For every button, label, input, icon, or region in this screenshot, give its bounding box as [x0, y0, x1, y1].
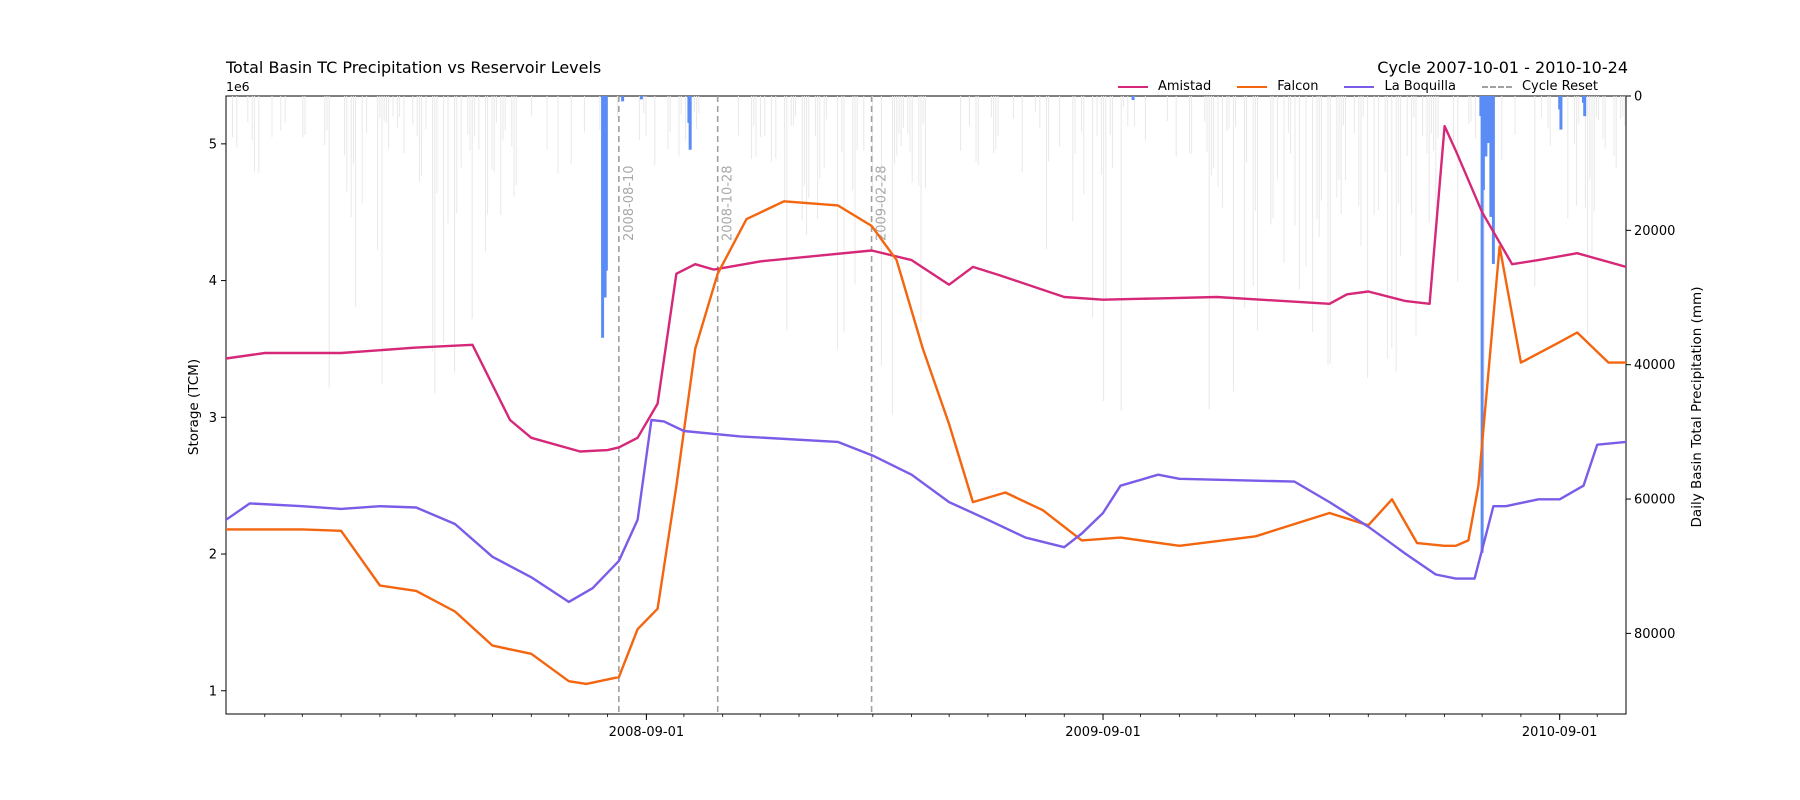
legend-swatch-cycle-reset	[1481, 85, 1512, 88]
precip-bar	[621, 96, 625, 102]
y-tick-label-right: 20000	[1634, 224, 1675, 239]
legend-item-cycle-reset: Cycle Reset	[1481, 79, 1598, 94]
y-axis-exponent-label: 1e6	[226, 79, 250, 94]
cycle-title: Cycle 2007-10-01 - 2010-10-24	[1377, 58, 1628, 77]
series-lines	[226, 124, 1626, 686]
y-tick-label-left: 4	[209, 274, 217, 289]
precip-bar	[688, 96, 692, 150]
legend-label-amistad: Amistad	[1158, 79, 1212, 94]
legend-swatch-la-boquilla	[1344, 85, 1375, 88]
precip-bar	[1131, 96, 1135, 101]
series-line-la-boquilla	[226, 418, 1626, 604]
precip-bar	[601, 96, 605, 338]
x-tick-label: 2010-09-01	[1522, 725, 1598, 740]
legend-item-falcon: Falcon	[1237, 79, 1318, 94]
precip-bar	[1583, 96, 1587, 117]
legend-swatch-amistad	[1118, 85, 1148, 88]
legend-label-falcon: Falcon	[1277, 79, 1319, 94]
plot-frame	[225, 95, 1627, 715]
x-tick-label: 2008-09-01	[609, 725, 685, 740]
y-tick-label-right: 0	[1634, 90, 1642, 105]
y-tick-label-right: 40000	[1634, 358, 1675, 373]
precip-bar	[1559, 96, 1563, 130]
cycle-reset-label: 2008-08-10	[622, 165, 637, 241]
y-tick-label-right: 60000	[1634, 493, 1675, 508]
axes: 1 2 3 4 5 0 20000 40000 60000 80000 2008-09-01 2009…	[209, 90, 1676, 741]
y-tick-label-left: 3	[209, 411, 217, 426]
precip-bar	[1481, 96, 1485, 191]
precip-bar	[1480, 96, 1484, 553]
series-line-amistad	[226, 124, 1626, 453]
precip-bar	[604, 96, 608, 271]
legend: Amistad Falcon La Boquilla Cycle Reset	[1118, 79, 1598, 94]
precip-bar	[639, 96, 643, 100]
legend-item-amistad: Amistad	[1118, 79, 1211, 94]
y-tick-label-left: 1	[209, 684, 217, 699]
y-tick-label-left: 5	[209, 137, 217, 152]
legend-label-cycle-reset: Cycle Reset	[1521, 79, 1598, 94]
cycle-reset-label: 2009-02-28	[875, 165, 890, 241]
y-tick-label-left: 2	[209, 548, 217, 563]
legend-swatch-falcon	[1237, 85, 1268, 88]
precip-bar	[1486, 96, 1490, 144]
chart-title: Total Basin TC Precipitation vs Reservoi…	[226, 58, 602, 77]
precip-bar	[1484, 96, 1488, 157]
cycle-reset-label: 2008-10-28	[721, 165, 736, 241]
precip-bar	[1491, 96, 1495, 264]
legend-label-la-boquilla: La Boquilla	[1384, 79, 1456, 94]
x-tick-label: 2009-09-01	[1065, 725, 1141, 740]
series-line-falcon	[226, 200, 1626, 686]
cycle-reset-lines: 2008-08-10 2008-10-28 2009-02-28	[618, 96, 890, 714]
legend-item-la-boquilla: La Boquilla	[1344, 79, 1456, 94]
precipitation-bars	[231, 96, 1626, 553]
y-tick-label-right: 80000	[1634, 627, 1675, 642]
